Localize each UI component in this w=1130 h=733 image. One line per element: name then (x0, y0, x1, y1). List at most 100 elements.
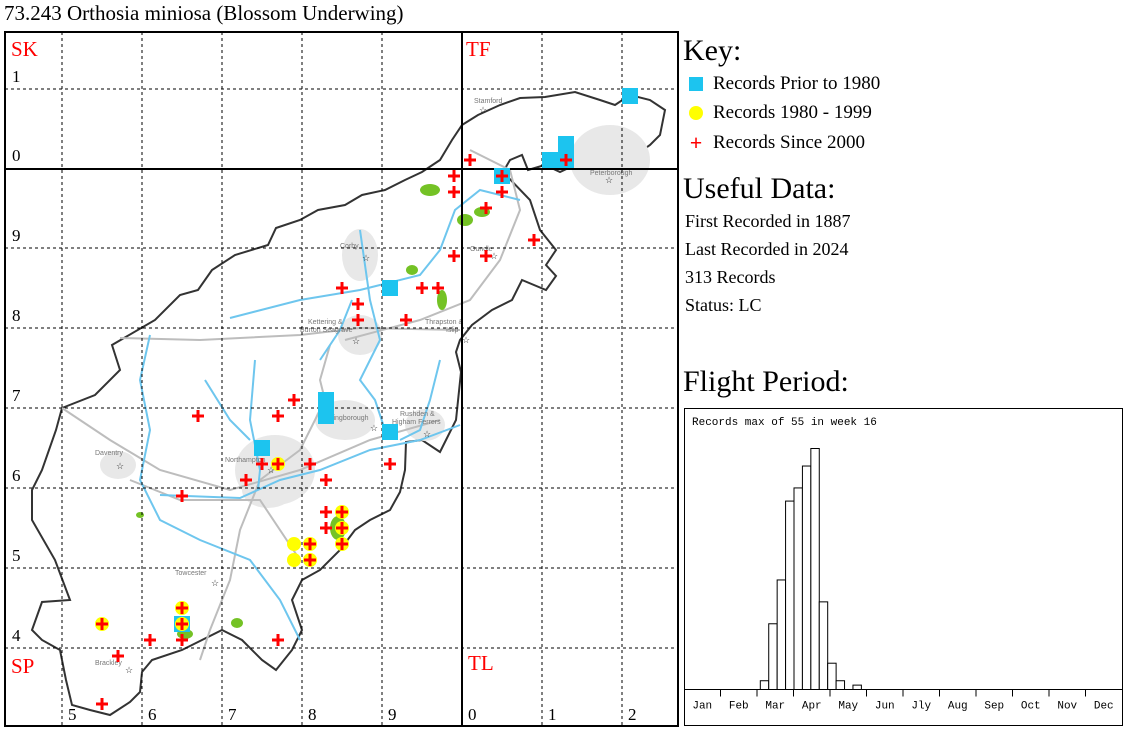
grid-square-label: TL (468, 651, 494, 675)
col-label: 0 (468, 705, 477, 724)
record-since-2000 (336, 282, 348, 294)
town-label: Higham Ferrers (392, 419, 441, 426)
record-since-2000 (288, 394, 300, 406)
record-prior-1980 (318, 408, 334, 424)
record-since-2000 (352, 298, 364, 310)
bar-week-13 (785, 500, 795, 690)
month-label: May (838, 701, 858, 713)
record-since-2000 (528, 234, 540, 246)
record-since-2000 (432, 282, 444, 294)
town-label: Brackley (95, 660, 122, 667)
red-cross-icon: + (689, 130, 703, 155)
col-label: 9 (388, 705, 397, 724)
river (358, 229, 386, 431)
month-label: Dec (1094, 701, 1114, 713)
month-label: Jly (911, 701, 931, 713)
record-since-2000 (560, 154, 572, 166)
town-star-icon: ☆ (267, 465, 275, 475)
distribution-map: Stamford Peterborough Corby Oundle Kettering… (4, 31, 679, 727)
woodland (457, 214, 473, 226)
town-label: Burton Seagrave (300, 327, 353, 334)
bar-week-10 (759, 680, 770, 691)
bar-week-21 (852, 684, 862, 690)
river (399, 359, 441, 441)
month-label: Mar (765, 701, 785, 713)
useful-data-heading: Useful Data: (683, 172, 836, 205)
col-label: 7 (228, 705, 237, 724)
flight-period-heading: Flight Period: (683, 365, 849, 398)
col-label: 5 (68, 705, 77, 724)
month-label: Sep (984, 701, 1004, 713)
road (61, 407, 441, 492)
river (138, 334, 301, 641)
record-since-2000 (272, 634, 284, 646)
river (319, 299, 353, 361)
record-since-2000 (304, 458, 316, 470)
record-since-2000 (448, 250, 460, 262)
town-label: Thrapston & (425, 319, 463, 326)
grid-square-label: SP (11, 654, 34, 678)
chart-title: Records max of 55 in week 16 (692, 417, 877, 429)
yellow-circle-icon (689, 106, 703, 120)
key-label: Records Prior to 1980 (713, 73, 881, 94)
record-since-2000 (448, 186, 460, 198)
woodland (437, 290, 447, 310)
month-label: Jan (692, 701, 712, 713)
record-since-2000 (448, 170, 460, 182)
record-prior-1980 (542, 152, 558, 168)
record-since-2000 (320, 522, 332, 534)
record-1980-1999 (287, 537, 301, 551)
record-since-2000 (400, 314, 412, 326)
town-star-icon: ☆ (125, 665, 133, 675)
town-star-icon: ☆ (370, 423, 378, 433)
road (129, 479, 301, 561)
col-label: 2 (628, 705, 637, 724)
bar-week-18 (827, 662, 837, 691)
record-1980-1999 (287, 553, 301, 567)
record-prior-1980 (622, 88, 638, 104)
map-frame (4, 31, 679, 727)
town-star-icon: ☆ (116, 461, 124, 471)
row-label: 6 (12, 466, 21, 485)
month-label: Nov (1057, 701, 1077, 713)
town-label: Oundle (470, 246, 493, 253)
town-label: Daventry (95, 450, 124, 457)
grid-square-label: TF (466, 37, 491, 61)
record-since-2000 (496, 186, 508, 198)
record-since-2000 (336, 538, 348, 550)
town-label: Rushden & (400, 411, 435, 418)
col-label: 8 (308, 705, 317, 724)
col-label: 6 (148, 705, 157, 724)
last-recorded: Last Recorded in 2024 (685, 239, 849, 259)
chart-frame (684, 408, 1123, 726)
record-since-2000 (192, 410, 204, 422)
status: Status: LC (685, 295, 762, 315)
record-since-2000 (336, 522, 348, 534)
bar-week-17 (818, 601, 829, 691)
record-prior-1980 (318, 392, 334, 408)
record-since-2000 (352, 314, 364, 326)
key-label: Records 1980 - 1999 (713, 102, 872, 123)
record-since-2000 (320, 506, 332, 518)
record-since-2000 (176, 490, 188, 502)
record-since-2000 (176, 618, 188, 630)
bar-week-11 (768, 623, 778, 690)
town-label: Islip (446, 327, 459, 334)
record-since-2000 (96, 698, 108, 710)
record-since-2000 (256, 458, 268, 470)
record-since-2000 (496, 170, 508, 182)
page-title: 73.243 Orthosia miniosa (Blossom Underwi… (4, 1, 404, 25)
town-star-icon: ☆ (479, 105, 487, 115)
key-label: Records Since 2000 (713, 132, 865, 153)
town-label: Northampton (225, 457, 266, 464)
month-label: Feb (729, 701, 749, 713)
record-since-2000 (336, 506, 348, 518)
grid-square-label: SK (11, 37, 38, 61)
record-since-2000 (320, 474, 332, 486)
river (159, 424, 461, 500)
key-heading: Key: (683, 34, 742, 67)
month-label: Oct (1021, 701, 1041, 713)
record-count: 313 Records (685, 267, 776, 287)
town-star-icon: ☆ (462, 335, 470, 345)
row-label: 4 (12, 626, 21, 645)
